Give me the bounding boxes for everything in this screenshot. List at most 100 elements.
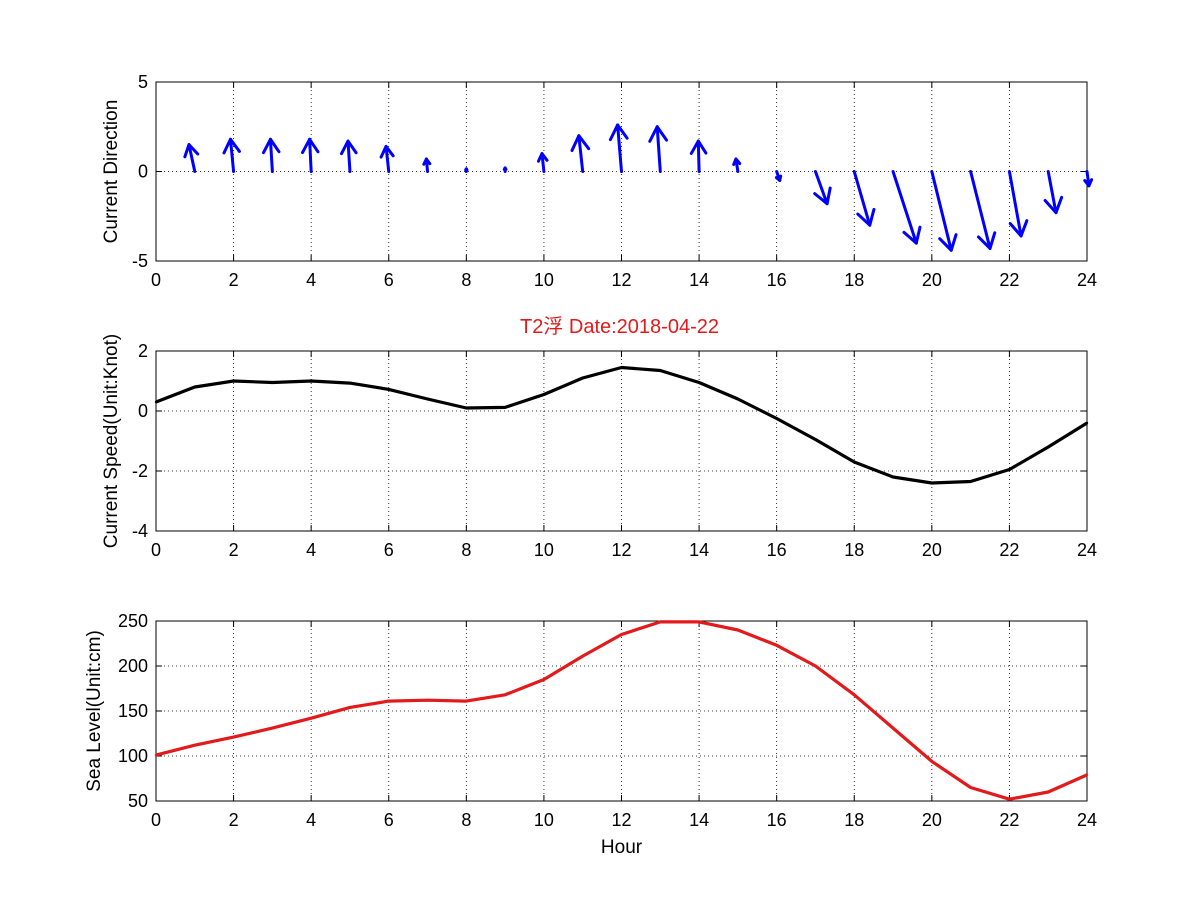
- data-point: [853, 460, 856, 464]
- arrow-head: [732, 157, 742, 166]
- current-arrow: [969, 170, 997, 250]
- arrow-shaft: [384, 144, 391, 173]
- arrow-shaft: [655, 125, 662, 173]
- y-tick-label: 0: [138, 162, 148, 182]
- data-point: [309, 717, 313, 720]
- x-tick-label: 18: [844, 810, 864, 830]
- data-point: [814, 664, 817, 668]
- y-tick-label: 100: [118, 746, 148, 766]
- series-line: [155, 620, 1088, 801]
- current-arrow: [930, 170, 958, 252]
- x-tick-label: 14: [689, 270, 709, 290]
- current-arrow: [379, 144, 395, 173]
- x-tick-label: 12: [611, 270, 631, 290]
- data-point: [736, 397, 740, 401]
- data-point: [1085, 773, 1089, 777]
- arrow-head: [608, 123, 629, 142]
- data-point: [542, 393, 546, 396]
- y-axis-label: Current Direction: [101, 100, 122, 244]
- current-arrow: [422, 157, 432, 173]
- data-point: [503, 693, 507, 696]
- data-point: [1047, 790, 1050, 794]
- data-point: [193, 744, 196, 747]
- x-tick-label: 24: [1077, 270, 1097, 290]
- arrow-head: [301, 137, 320, 155]
- data-point: [659, 620, 662, 624]
- data-point: [387, 388, 390, 391]
- current-arrow: [732, 157, 742, 173]
- arrow-head: [422, 157, 432, 166]
- data-point: [426, 397, 429, 401]
- arrow-head: [222, 137, 241, 155]
- data-point: [891, 475, 895, 479]
- x-tick-label: 2: [229, 810, 239, 830]
- data-point: [775, 417, 778, 420]
- x-tick-label: 14: [689, 540, 709, 560]
- y-tick-label: -4: [132, 521, 148, 541]
- arrow-head: [1083, 178, 1094, 188]
- arrow-head: [976, 231, 997, 250]
- y-tick-label: 0: [138, 401, 148, 421]
- x-tick-label: 22: [999, 270, 1019, 290]
- x-tick-label: 2: [229, 270, 239, 290]
- y-tick-label: 200: [118, 656, 148, 676]
- y-tick-label: 2: [138, 341, 148, 361]
- arrow-head: [261, 137, 281, 155]
- x-tick-label: 10: [534, 810, 554, 830]
- current-arrow: [339, 139, 358, 173]
- x-tick-label: 16: [767, 540, 787, 560]
- data-point: [232, 379, 235, 383]
- y-tick-label: 5: [138, 72, 148, 92]
- x-tick-label: 6: [384, 540, 394, 560]
- data-point: [736, 628, 740, 632]
- chart-title: T2浮 Date:2018-04-22: [520, 315, 719, 338]
- arrow-head: [938, 233, 958, 252]
- x-tick-label: 16: [767, 810, 787, 830]
- arrow-head: [183, 143, 200, 159]
- data-point: [465, 406, 468, 410]
- arrow-head: [902, 225, 922, 245]
- data-point: [309, 379, 313, 383]
- arrow-head: [502, 166, 508, 171]
- x-tick-label: 0: [151, 270, 161, 290]
- x-tick-label: 22: [999, 540, 1019, 560]
- arrow-shaft: [930, 170, 953, 252]
- arrow-shaft: [891, 170, 918, 245]
- data-point: [193, 385, 196, 389]
- x-tick-label: 8: [461, 810, 471, 830]
- x-axis-label: Hour: [601, 837, 643, 858]
- x-tick-label: 22: [999, 810, 1019, 830]
- data-point: [232, 735, 235, 739]
- data-point: [930, 760, 934, 763]
- x-tick-label: 0: [151, 810, 161, 830]
- x-tick-label: 18: [844, 540, 864, 560]
- arrow-head: [813, 186, 832, 206]
- data-point: [1008, 798, 1011, 801]
- current-arrow: [464, 167, 469, 173]
- arrow-head: [464, 167, 469, 172]
- data-point: [581, 654, 584, 658]
- x-tick-label: 2: [229, 540, 239, 560]
- data-point: [348, 381, 352, 385]
- data-point: [969, 480, 972, 483]
- arrow-shaft: [969, 170, 992, 250]
- x-tick-label: 20: [922, 270, 942, 290]
- current-arrow: [261, 137, 281, 173]
- x-tick-label: 0: [151, 540, 161, 560]
- data-point: [620, 633, 623, 636]
- data-point: [387, 699, 390, 703]
- data-point: [969, 786, 972, 789]
- arrow-head: [339, 139, 358, 156]
- x-tick-label: 6: [384, 810, 394, 830]
- data-point: [581, 376, 584, 380]
- data-point: [930, 481, 934, 485]
- current-arrow: [689, 139, 708, 173]
- data-point: [891, 726, 895, 730]
- x-tick-label: 20: [922, 540, 942, 560]
- data-point: [542, 678, 546, 681]
- x-tick-label: 4: [306, 810, 316, 830]
